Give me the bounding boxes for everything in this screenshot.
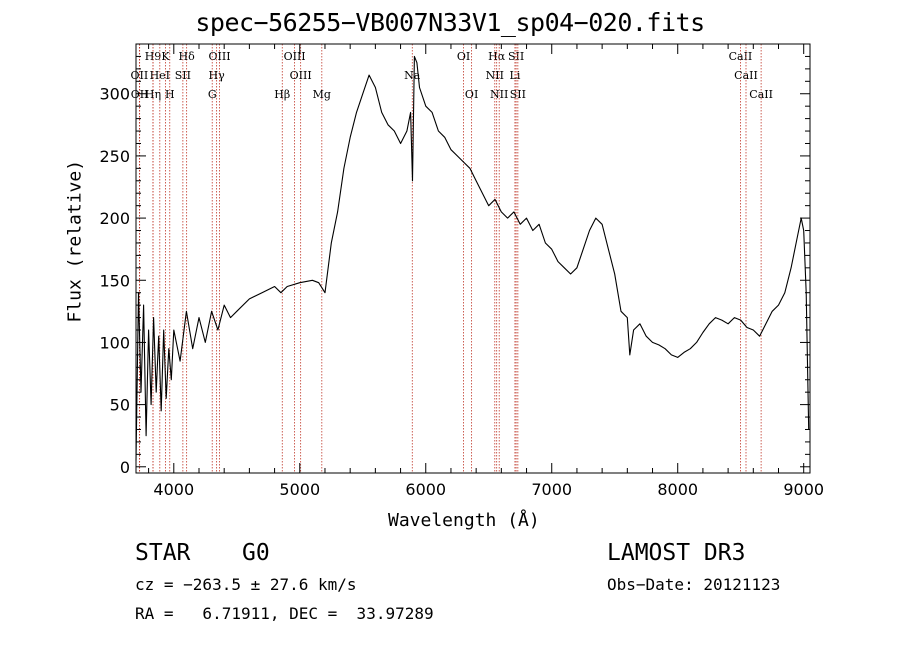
line-mark-label-2: Hδ [179, 50, 196, 63]
y-tick-label-100: 100 [99, 333, 130, 352]
line-mark-label-6: Hα [488, 50, 506, 63]
object-class: STAR [135, 540, 191, 566]
line-mark-label-19: Hη [145, 88, 161, 101]
spectrum-line [135, 55, 810, 461]
plot-frame [135, 43, 811, 474]
obs-date: Obs−Date: 20121123 [607, 575, 781, 594]
line-mark-label-22: Hβ [274, 88, 290, 101]
line-mark-label-23: Mg [313, 88, 331, 101]
survey-name: LAMOST DR3 [607, 540, 746, 566]
line-mark-label-1: K [161, 50, 170, 63]
line-mark-label-3: OIII [208, 50, 230, 63]
line-mark-label-18: OII [131, 88, 149, 101]
redshift-readout: cz = −263.5 ± 27.6 km/s [135, 575, 357, 594]
x-tick-label-4000: 4000 [153, 480, 194, 499]
line-mark-label-25: NII [490, 88, 508, 101]
x-tick-label-8000: 8000 [657, 480, 698, 499]
line-mark-label-16: Li [510, 69, 521, 82]
x-tick-label-6000: 6000 [405, 480, 446, 499]
object-subclass: G0 [242, 540, 270, 566]
x-tick-label-9000: 9000 [783, 480, 824, 499]
line-mark-label-27: CaII [749, 88, 773, 101]
line-mark-label-14: Na [404, 69, 421, 82]
chart-title: spec−56255−VB007N33V1_sp04−020.fits [195, 8, 705, 37]
x-tick-label-5000: 5000 [279, 480, 320, 499]
line-mark-label-12: Hγ [209, 69, 226, 82]
line-mark-label-20: H [165, 88, 175, 101]
line-mark-label-4: OIII [284, 50, 306, 63]
y-tick-label-200: 200 [99, 209, 130, 228]
line-mark-label-21: G [208, 88, 217, 101]
y-tick-label-50: 50 [110, 396, 130, 415]
line-mark-label-5: OI [457, 50, 470, 63]
line-mark-label-13: OIII [290, 69, 312, 82]
line-mark-label-17: CaII [734, 69, 758, 82]
line-mark-label-24: OI [465, 88, 478, 101]
y-tick-label-250: 250 [99, 147, 130, 166]
line-mark-label-11: SII [175, 69, 191, 82]
line-mark-label-7: SII [508, 50, 524, 63]
x-axis-label: Wavelength (Å) [388, 510, 540, 531]
y-tick-label-150: 150 [99, 271, 130, 290]
line-mark-label-10: HeI [150, 69, 170, 82]
line-mark-label-15: NII [486, 69, 504, 82]
line-mark-label-26: SII [510, 88, 526, 101]
y-axis-label: Flux (relative) [64, 159, 86, 323]
coordinates: RA = 6.71911, DEC = 33.97289 [135, 604, 434, 623]
y-tick-label-0: 0 [120, 458, 130, 477]
y-tick-label-300: 300 [99, 85, 130, 104]
x-tick-label-7000: 7000 [531, 480, 572, 499]
line-mark-label-8: CaII [729, 50, 753, 63]
